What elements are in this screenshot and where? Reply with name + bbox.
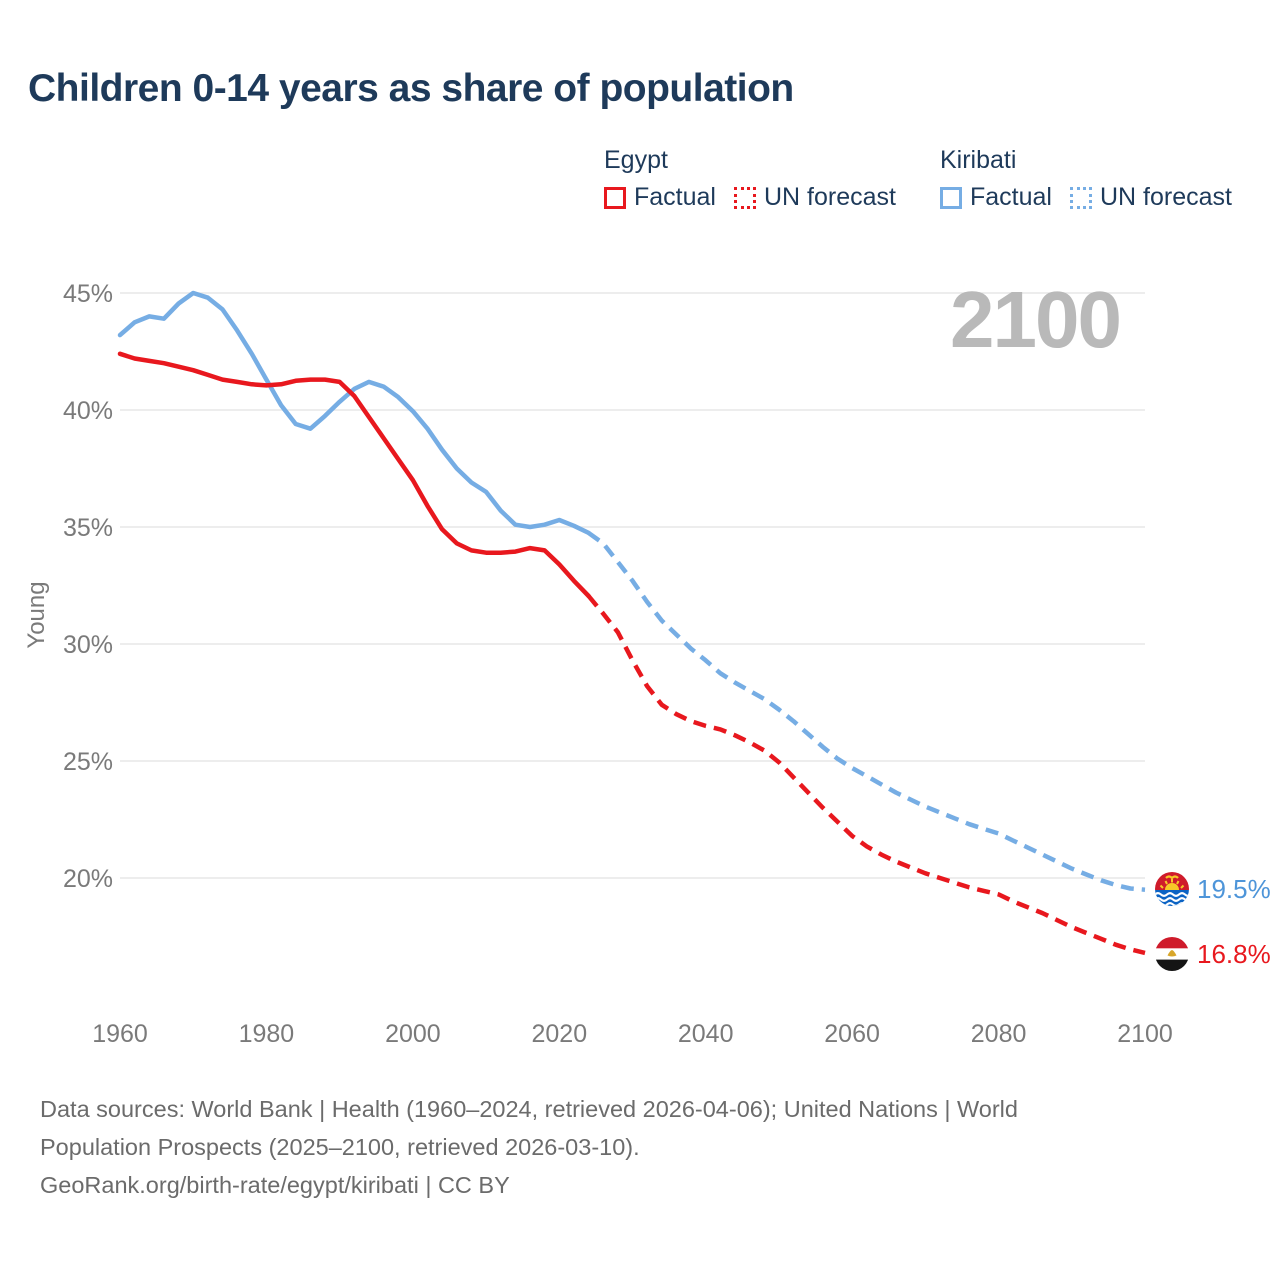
x-tick-label: 2060 xyxy=(824,1020,880,1048)
legend-country-kiribati: Kiribati xyxy=(940,146,1017,174)
x-tick-label: 1980 xyxy=(239,1020,295,1048)
footer-line-1: Data sources: World Bank | Health (1960–… xyxy=(40,1096,1018,1122)
series-line-kiribati-factual xyxy=(117,290,591,536)
egypt-flag-icon xyxy=(1155,937,1189,971)
x-tick-label: 2100 xyxy=(1117,1020,1173,1048)
legend-item-kiribati-forecast[interactable]: UN forecast xyxy=(1069,183,1232,212)
y-tick-label: 35% xyxy=(63,514,113,542)
footer-line-2: Population Prospects (2025–2100, retriev… xyxy=(40,1134,640,1160)
legend-row-kiribati: Factual UN forecast xyxy=(940,183,1232,212)
legend-label-kiribati-forecast: UN forecast xyxy=(1099,183,1232,211)
watermark-year: 2100 xyxy=(950,275,1120,364)
legend-row-egypt: Factual UN forecast xyxy=(604,183,896,212)
y-tick-label: 30% xyxy=(63,631,113,659)
y-tick-label: 45% xyxy=(63,280,113,308)
legend-group-kiribati: Kiribati Factual UN forecast xyxy=(940,146,1232,212)
x-tick-label: 1960 xyxy=(92,1020,148,1048)
egypt-factual-swatch-icon xyxy=(604,186,626,209)
legend-item-kiribati-factual[interactable]: Factual xyxy=(940,183,1052,212)
page-title: Children 0-14 years as share of populati… xyxy=(28,67,794,110)
legend-item-egypt-forecast[interactable]: UN forecast xyxy=(733,183,896,212)
legend-label-egypt-factual: Factual xyxy=(634,183,716,211)
data-sources-footer: Data sources: World Bank | Health (1960–… xyxy=(40,1090,1018,1204)
kiribati-end-marker xyxy=(1155,872,1189,906)
x-tick-label: 2000 xyxy=(385,1020,441,1048)
x-tick-label: 2080 xyxy=(971,1020,1027,1048)
footer-line-3: GeoRank.org/birth-rate/egypt/kiribati | … xyxy=(40,1172,510,1198)
kiribati-end-value: 19.5% xyxy=(1197,874,1271,904)
x-tick-label: 2040 xyxy=(678,1020,734,1048)
egypt-forecast-swatch-icon xyxy=(733,186,756,209)
x-tick-label: 2020 xyxy=(531,1020,587,1048)
legend-label-kiribati-factual: Factual xyxy=(970,183,1052,211)
series-line-egypt-un-forecast xyxy=(586,594,1146,956)
gridlines-layer xyxy=(120,292,1145,879)
series-layer xyxy=(117,290,1146,956)
axis-labels-layer: 45% 40% 35% 30% 25% 20% 1960 1980 2000 2020 2040 20… xyxy=(63,280,1173,1048)
kiribati-factual-swatch-icon xyxy=(940,186,962,209)
series-line-egypt-factual xyxy=(117,351,591,599)
egypt-end-marker xyxy=(1155,937,1189,971)
y-tick-label: 25% xyxy=(63,748,113,776)
kiribati-flag-icon xyxy=(1155,872,1189,906)
y-tick-label: 20% xyxy=(63,865,113,893)
legend-group-egypt: Egypt Factual UN forecast xyxy=(604,146,896,212)
legend-label-egypt-forecast: UN forecast xyxy=(763,183,896,211)
egypt-end-value: 16.8% xyxy=(1197,939,1271,969)
kiribati-forecast-swatch-icon xyxy=(1069,186,1092,209)
y-tick-label: 40% xyxy=(63,397,113,425)
y-axis-title: Young xyxy=(23,581,50,648)
legend-item-egypt-factual[interactable]: Factual xyxy=(604,183,716,212)
series-line-kiribati-un-forecast xyxy=(587,531,1146,892)
legend-country-egypt: Egypt xyxy=(604,146,668,174)
